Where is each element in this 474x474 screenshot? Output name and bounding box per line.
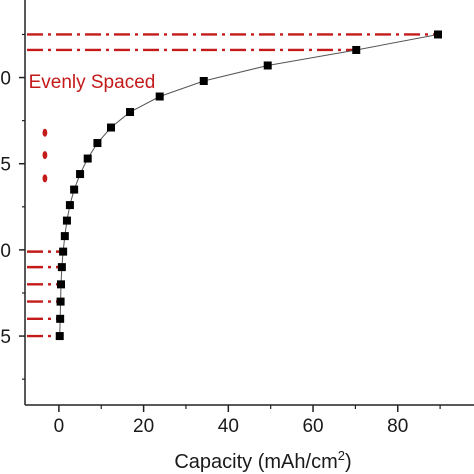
y-tick-label-3: 0 (0, 69, 11, 90)
data-point-5 (59, 247, 68, 256)
x-ticks: 0 20 40 60 80 (54, 405, 441, 437)
data-point-2 (56, 297, 65, 306)
reference-lines (27, 33, 438, 338)
x-axis-title: Capacity (mAh/cm2) (174, 448, 351, 473)
data-point-10 (76, 170, 85, 179)
x-tick-label-3: 60 (302, 416, 323, 437)
data-point-11 (83, 154, 92, 163)
data-point-13 (106, 123, 115, 132)
ellipsis-dot-2 (42, 174, 48, 183)
data-point-6 (60, 232, 69, 241)
x-tick-label-0: 0 (54, 416, 65, 437)
ellipsis-dot-1 (42, 151, 48, 160)
data-point-8 (65, 201, 74, 210)
x-tick-label-4: 80 (387, 416, 408, 437)
data-point-9 (70, 185, 79, 194)
y-ticks: 5 0 5 0 (0, 33, 25, 380)
data-point-14 (126, 108, 135, 117)
data-point-12 (93, 139, 102, 148)
x-axis-title-suffix: ) (345, 451, 352, 473)
x-tick-label-1: 20 (133, 416, 154, 437)
x-tick-label-2: 40 (218, 416, 239, 437)
x-axis-title-superscript: 2 (338, 448, 345, 463)
y-tick-label-2: 5 (0, 155, 11, 176)
y-tick-label-1: 0 (0, 241, 11, 262)
ellipsis-dots (42, 128, 48, 183)
data-point-19 (433, 30, 442, 39)
evenly-spaced-annotation: Evenly Spaced (29, 72, 156, 93)
y-tick-label-0: 5 (0, 327, 11, 348)
data-point-1 (56, 314, 65, 323)
data-point-15 (155, 92, 164, 101)
ellipsis-dot-0 (42, 128, 48, 137)
data-point-0 (55, 332, 64, 341)
data-point-4 (57, 263, 66, 272)
data-point-17 (263, 61, 272, 70)
data-point-3 (57, 280, 66, 289)
data-markers (55, 30, 442, 341)
x-axis-title-main: Capacity (mAh/cm (174, 451, 337, 473)
data-point-18 (352, 45, 361, 54)
data-point-7 (62, 216, 71, 225)
plot-area (24, 0, 474, 406)
data-point-16 (199, 77, 208, 85)
